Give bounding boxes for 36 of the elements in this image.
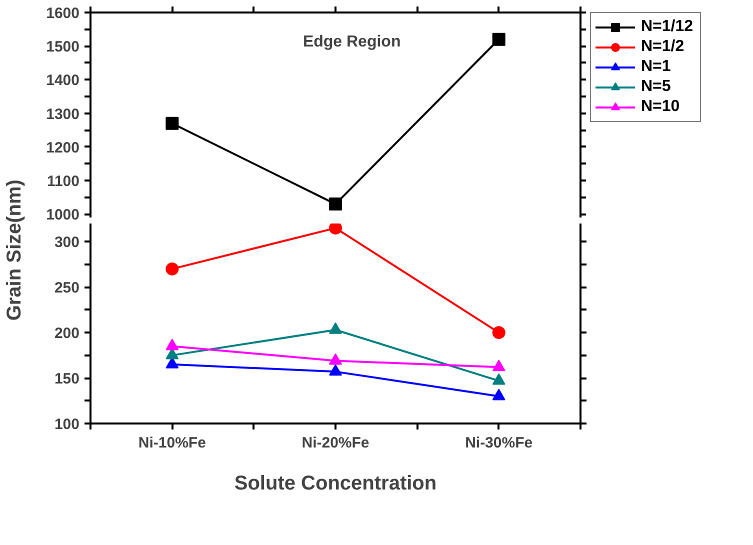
point	[329, 198, 342, 211]
y-tick-label: 1600	[46, 5, 80, 22]
y-tick-label: 150	[54, 370, 80, 388]
point	[492, 388, 506, 400]
y-tick-label: 250	[54, 280, 80, 297]
x-tick-label: Ni-30%Fe	[465, 434, 533, 452]
y-tick-label: 1400	[46, 72, 80, 90]
y-tick-label: 1100	[46, 173, 80, 190]
y-tick-label: 300	[54, 234, 80, 252]
annotation: Edge Region	[302, 34, 401, 50]
x-tick-label: Ni-20%Fe	[302, 434, 370, 452]
point	[329, 353, 342, 365]
point	[329, 322, 342, 334]
point	[166, 338, 179, 350]
legend-label: N=1/2	[641, 38, 686, 56]
y-tick-label: 1500	[46, 38, 80, 56]
y-tick-label: 1300	[46, 106, 80, 123]
y-tick-label: 1000	[46, 206, 80, 224]
point	[492, 360, 506, 372]
point	[492, 32, 506, 46]
y-tick-label: 200	[54, 325, 80, 342]
point	[329, 224, 342, 235]
legend-label: N=1/12	[641, 18, 694, 36]
point	[329, 364, 342, 376]
point	[492, 326, 506, 340]
point	[492, 373, 506, 385]
x-tick-label: Ni-10%Fe	[138, 434, 206, 452]
y-tick-label: 1200	[46, 139, 80, 156]
y-tick-label: 100	[54, 416, 80, 433]
x-axis-title: Solute Concentration	[234, 472, 437, 494]
point	[166, 262, 179, 276]
point	[166, 116, 179, 130]
legend-label: N=5	[641, 78, 672, 96]
legend-label: N=10	[641, 98, 681, 116]
y-axis-title: Grain Size(nm)	[4, 180, 26, 321]
legend-label: N=1	[641, 58, 672, 76]
